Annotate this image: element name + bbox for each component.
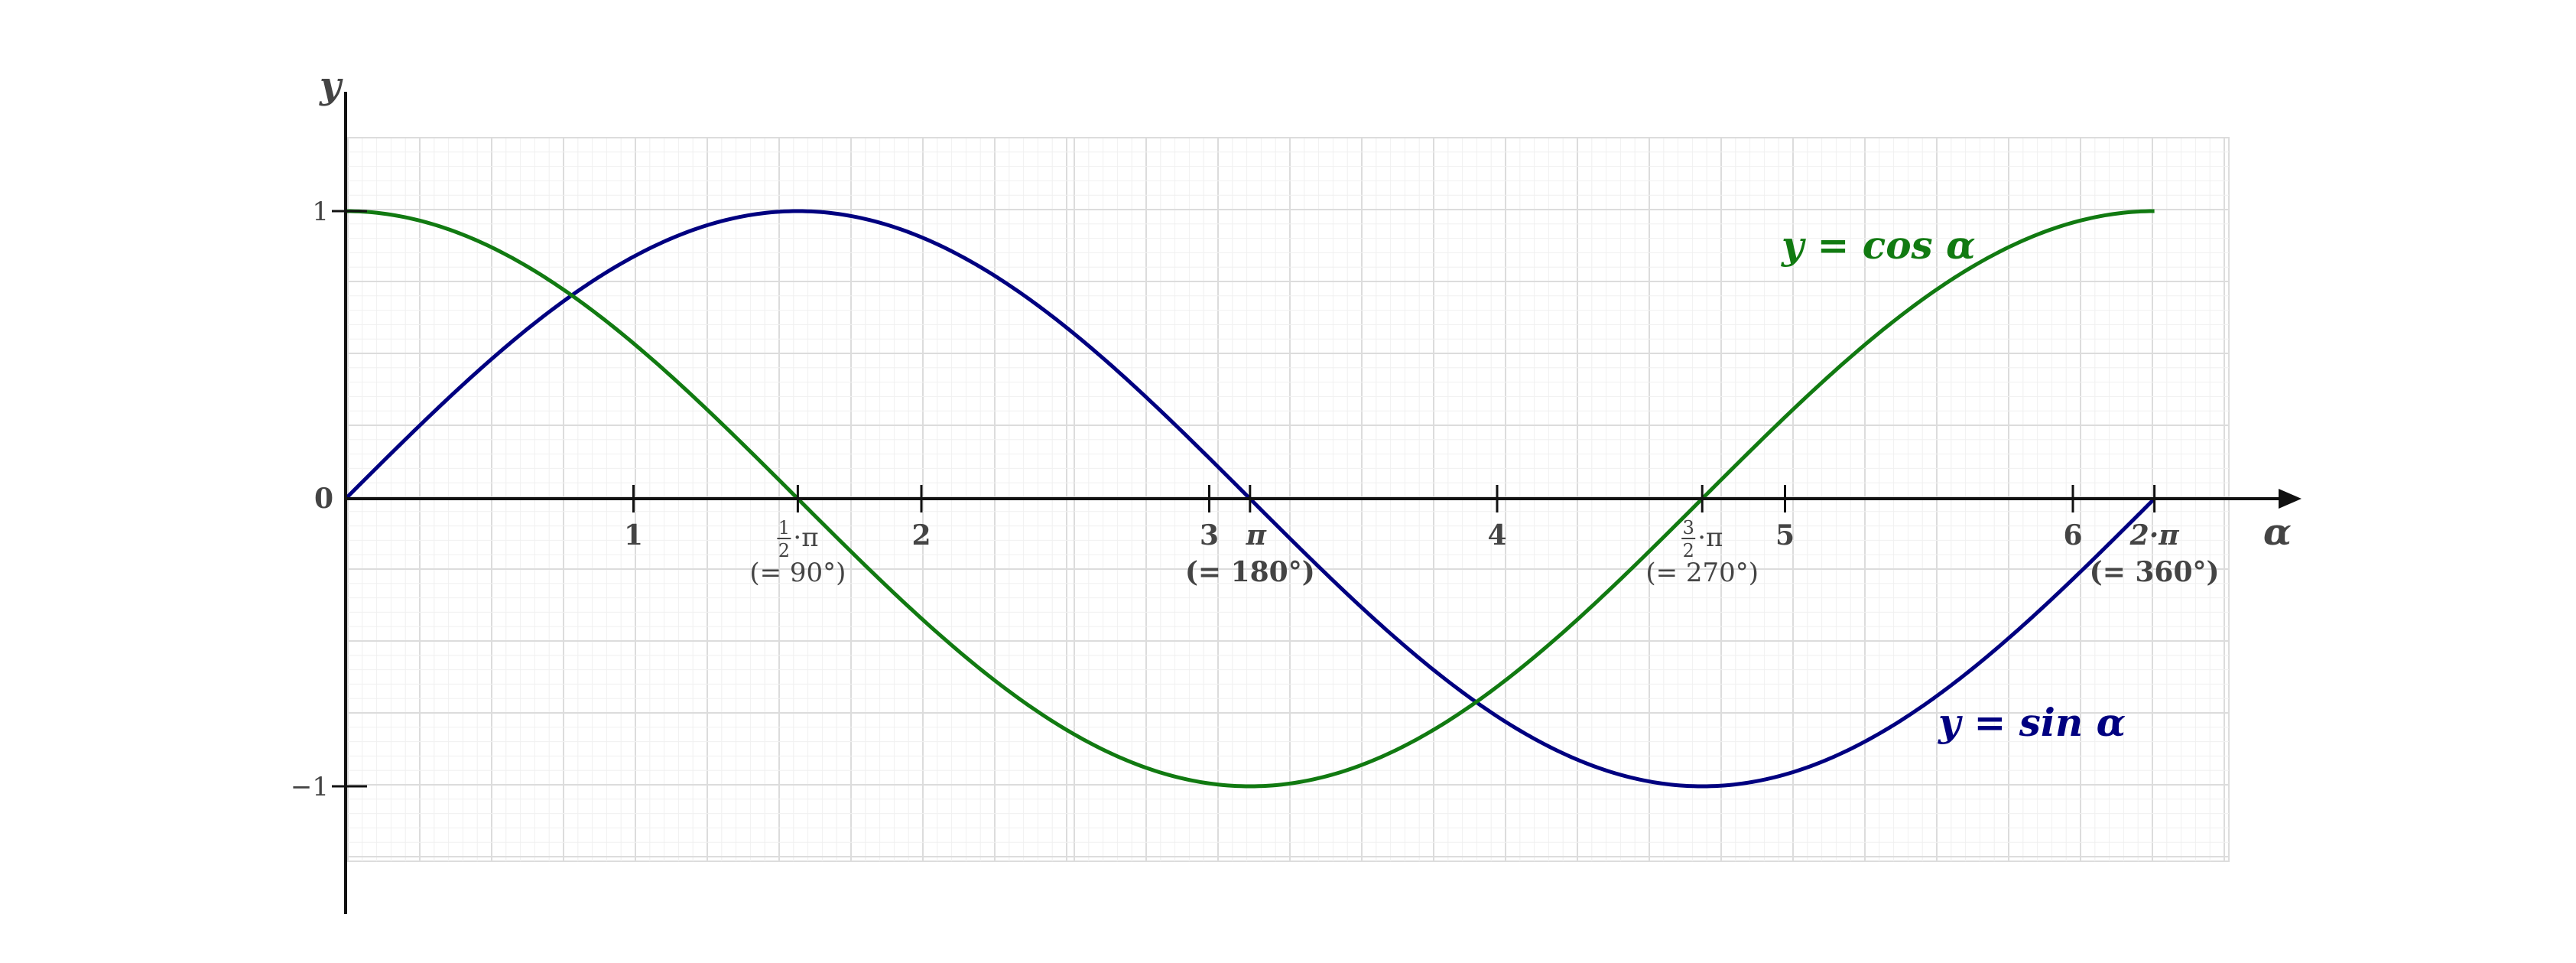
pi-tick-degrees: (= 360°) bbox=[2090, 556, 2220, 588]
y-tick-label: 1 bbox=[312, 197, 329, 227]
pi-tick-denominator: 2 bbox=[1683, 540, 1694, 561]
x-tick-label: 3 bbox=[1200, 519, 1219, 551]
pi-tick-degrees: (= 180°) bbox=[1185, 556, 1315, 588]
pi-tick-label: ·π bbox=[793, 522, 818, 553]
cos-series-label: y = cos α bbox=[1781, 223, 1976, 268]
ticks: 1 2 3 4 5 612 ·π(= 90°)π(= 180°)32 ·π(= 270°)2·… bbox=[291, 197, 2220, 802]
pi-tick-label: π bbox=[1246, 519, 1267, 551]
y-tick-label: 0 bbox=[314, 483, 333, 515]
axes bbox=[344, 92, 2302, 914]
pi-tick-label: ·π bbox=[1697, 522, 1723, 553]
x-tick-label: 2 bbox=[911, 519, 931, 551]
sin-series-label: y = sin α bbox=[1938, 700, 2126, 745]
y-tick-label: −1 bbox=[291, 772, 329, 802]
x-tick-label: 5 bbox=[1775, 519, 1795, 551]
x-tick-label: 4 bbox=[1487, 519, 1506, 551]
pi-tick-denominator: 2 bbox=[778, 540, 790, 561]
x-tick-label: 1 bbox=[624, 519, 643, 551]
pi-tick-degrees: (= 90°) bbox=[749, 558, 846, 588]
x-axis-arrow bbox=[2279, 489, 2302, 509]
cos-curve bbox=[345, 209, 2155, 789]
y-axis-label: y bbox=[319, 64, 343, 107]
x-axis-label: α bbox=[2263, 511, 2292, 554]
pi-tick-label: 2·π bbox=[2129, 519, 2180, 551]
pi-tick-numerator: 3 bbox=[1683, 517, 1694, 538]
pi-tick-degrees: (= 270°) bbox=[1645, 558, 1759, 588]
labels: y α y = sin α y = cos α bbox=[319, 64, 2292, 745]
x-tick-label: 6 bbox=[2063, 519, 2082, 551]
pi-tick-numerator: 1 bbox=[778, 517, 790, 538]
